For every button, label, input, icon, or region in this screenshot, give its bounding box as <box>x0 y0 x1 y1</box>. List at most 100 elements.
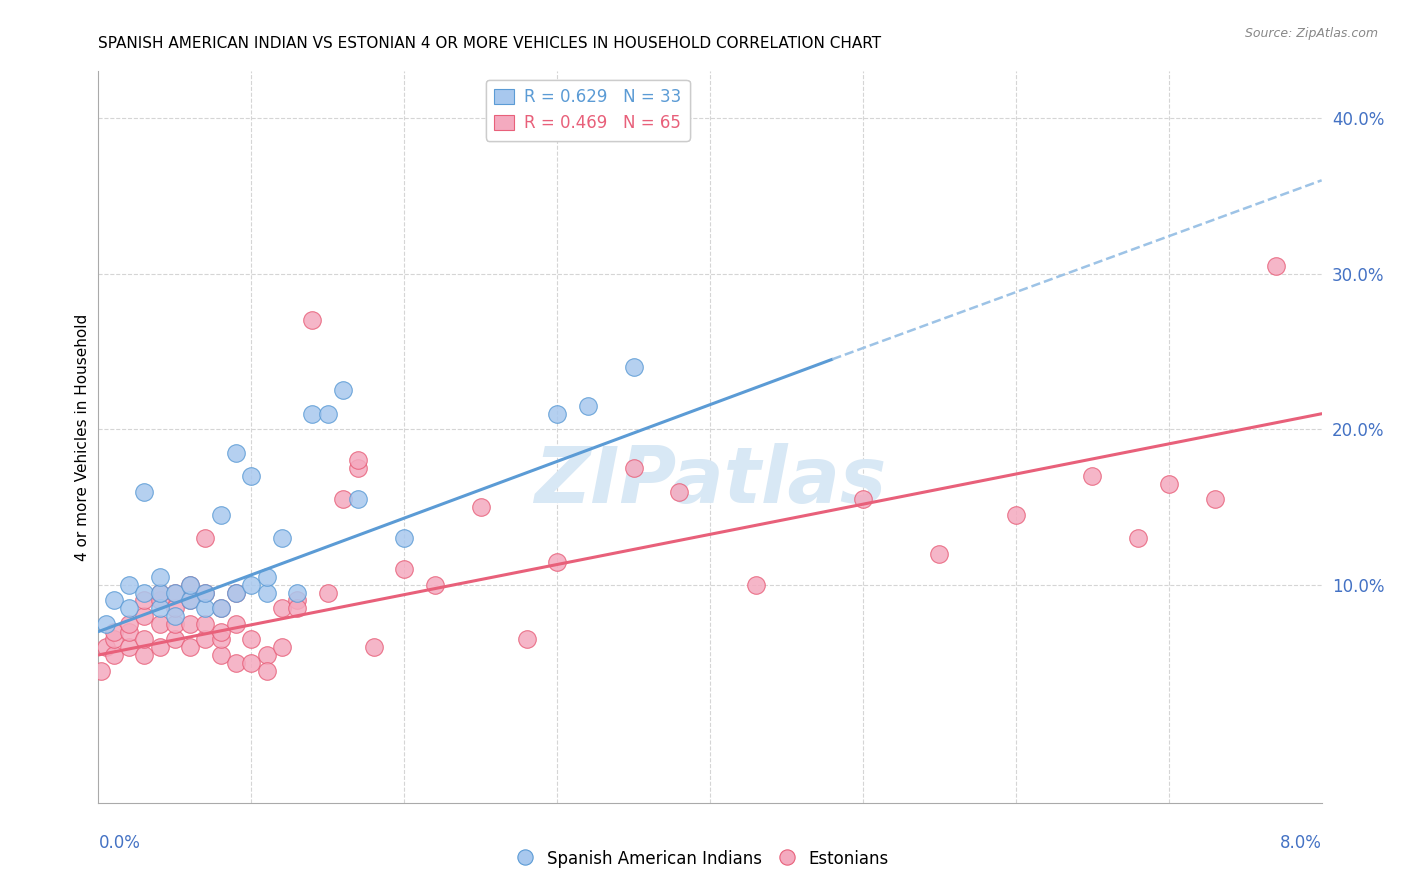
Point <box>225 585 247 599</box>
Point <box>194 632 217 647</box>
Text: SPANISH AMERICAN INDIAN VS ESTONIAN 4 OR MORE VEHICLES IN HOUSEHOLD CORRELATION : SPANISH AMERICAN INDIAN VS ESTONIAN 4 OR… <box>98 36 882 51</box>
Point <box>179 578 201 592</box>
Point <box>270 640 294 655</box>
Point <box>347 461 370 475</box>
Point <box>347 453 370 467</box>
Point <box>546 555 568 569</box>
Point <box>332 492 354 507</box>
Point <box>118 601 141 615</box>
Point <box>240 578 263 592</box>
Point <box>149 601 172 615</box>
Point <box>240 656 263 670</box>
Point <box>668 484 690 499</box>
Point <box>225 656 247 670</box>
Point <box>194 601 217 615</box>
Point <box>285 601 308 615</box>
Point <box>240 469 263 483</box>
Point <box>301 313 323 327</box>
Point <box>363 640 385 655</box>
Point <box>209 648 232 662</box>
Text: ZIPatlas: ZIPatlas <box>534 443 886 519</box>
Point <box>179 640 201 655</box>
Point <box>256 585 278 599</box>
Point <box>94 616 117 631</box>
Point <box>103 624 125 639</box>
Point <box>928 547 950 561</box>
Point <box>225 585 247 599</box>
Point <box>256 570 278 584</box>
Point <box>209 624 232 639</box>
Y-axis label: 4 or more Vehicles in Household: 4 or more Vehicles in Household <box>75 313 90 561</box>
Point <box>316 585 339 599</box>
Point <box>163 616 186 631</box>
Point <box>209 508 232 522</box>
Point <box>103 632 125 647</box>
Text: 0.0%: 0.0% <box>98 834 141 852</box>
Point <box>347 492 370 507</box>
Point <box>149 570 172 584</box>
Point <box>134 632 156 647</box>
Point <box>852 492 875 507</box>
Point <box>118 624 141 639</box>
Point <box>134 484 156 499</box>
Point <box>301 407 323 421</box>
Point <box>134 648 156 662</box>
Point <box>149 593 172 607</box>
Point <box>194 616 217 631</box>
Text: 8.0%: 8.0% <box>1279 834 1322 852</box>
Point <box>163 632 186 647</box>
Point <box>103 648 125 662</box>
Point <box>745 578 768 592</box>
Legend: R = 0.629   N = 33, R = 0.469   N = 65: R = 0.629 N = 33, R = 0.469 N = 65 <box>485 79 690 141</box>
Point <box>118 616 141 631</box>
Point <box>623 359 645 374</box>
Point <box>163 609 186 624</box>
Point <box>194 531 217 545</box>
Point <box>194 585 217 599</box>
Point <box>134 585 156 599</box>
Point <box>1204 492 1226 507</box>
Point <box>623 461 645 475</box>
Point <box>285 585 308 599</box>
Point <box>163 585 186 599</box>
Point <box>1004 508 1026 522</box>
Point <box>225 445 247 459</box>
Point <box>209 632 232 647</box>
Text: Source: ZipAtlas.com: Source: ZipAtlas.com <box>1244 27 1378 40</box>
Point <box>423 578 446 592</box>
Point <box>149 640 172 655</box>
Point <box>392 531 416 545</box>
Point <box>316 407 339 421</box>
Point <box>194 585 217 599</box>
Point <box>1128 531 1150 545</box>
Point <box>470 500 492 515</box>
Point <box>149 616 172 631</box>
Point <box>546 407 568 421</box>
Point <box>149 585 172 599</box>
Point <box>516 632 538 647</box>
Point <box>179 578 201 592</box>
Point <box>163 585 186 599</box>
Point <box>1081 469 1104 483</box>
Point <box>1264 259 1286 273</box>
Point <box>134 593 156 607</box>
Point <box>90 664 112 678</box>
Point <box>179 593 201 607</box>
Point <box>256 648 278 662</box>
Point <box>118 640 141 655</box>
Point <box>179 593 201 607</box>
Point <box>1157 476 1180 491</box>
Point <box>332 384 354 398</box>
Point <box>163 601 186 615</box>
Point <box>240 632 263 647</box>
Point <box>270 601 294 615</box>
Point <box>134 609 156 624</box>
Point <box>209 601 232 615</box>
Point <box>256 664 278 678</box>
Point <box>270 531 294 545</box>
Point <box>118 578 141 592</box>
Point <box>392 562 416 576</box>
Point <box>225 616 247 631</box>
Point <box>103 593 125 607</box>
Point <box>209 601 232 615</box>
